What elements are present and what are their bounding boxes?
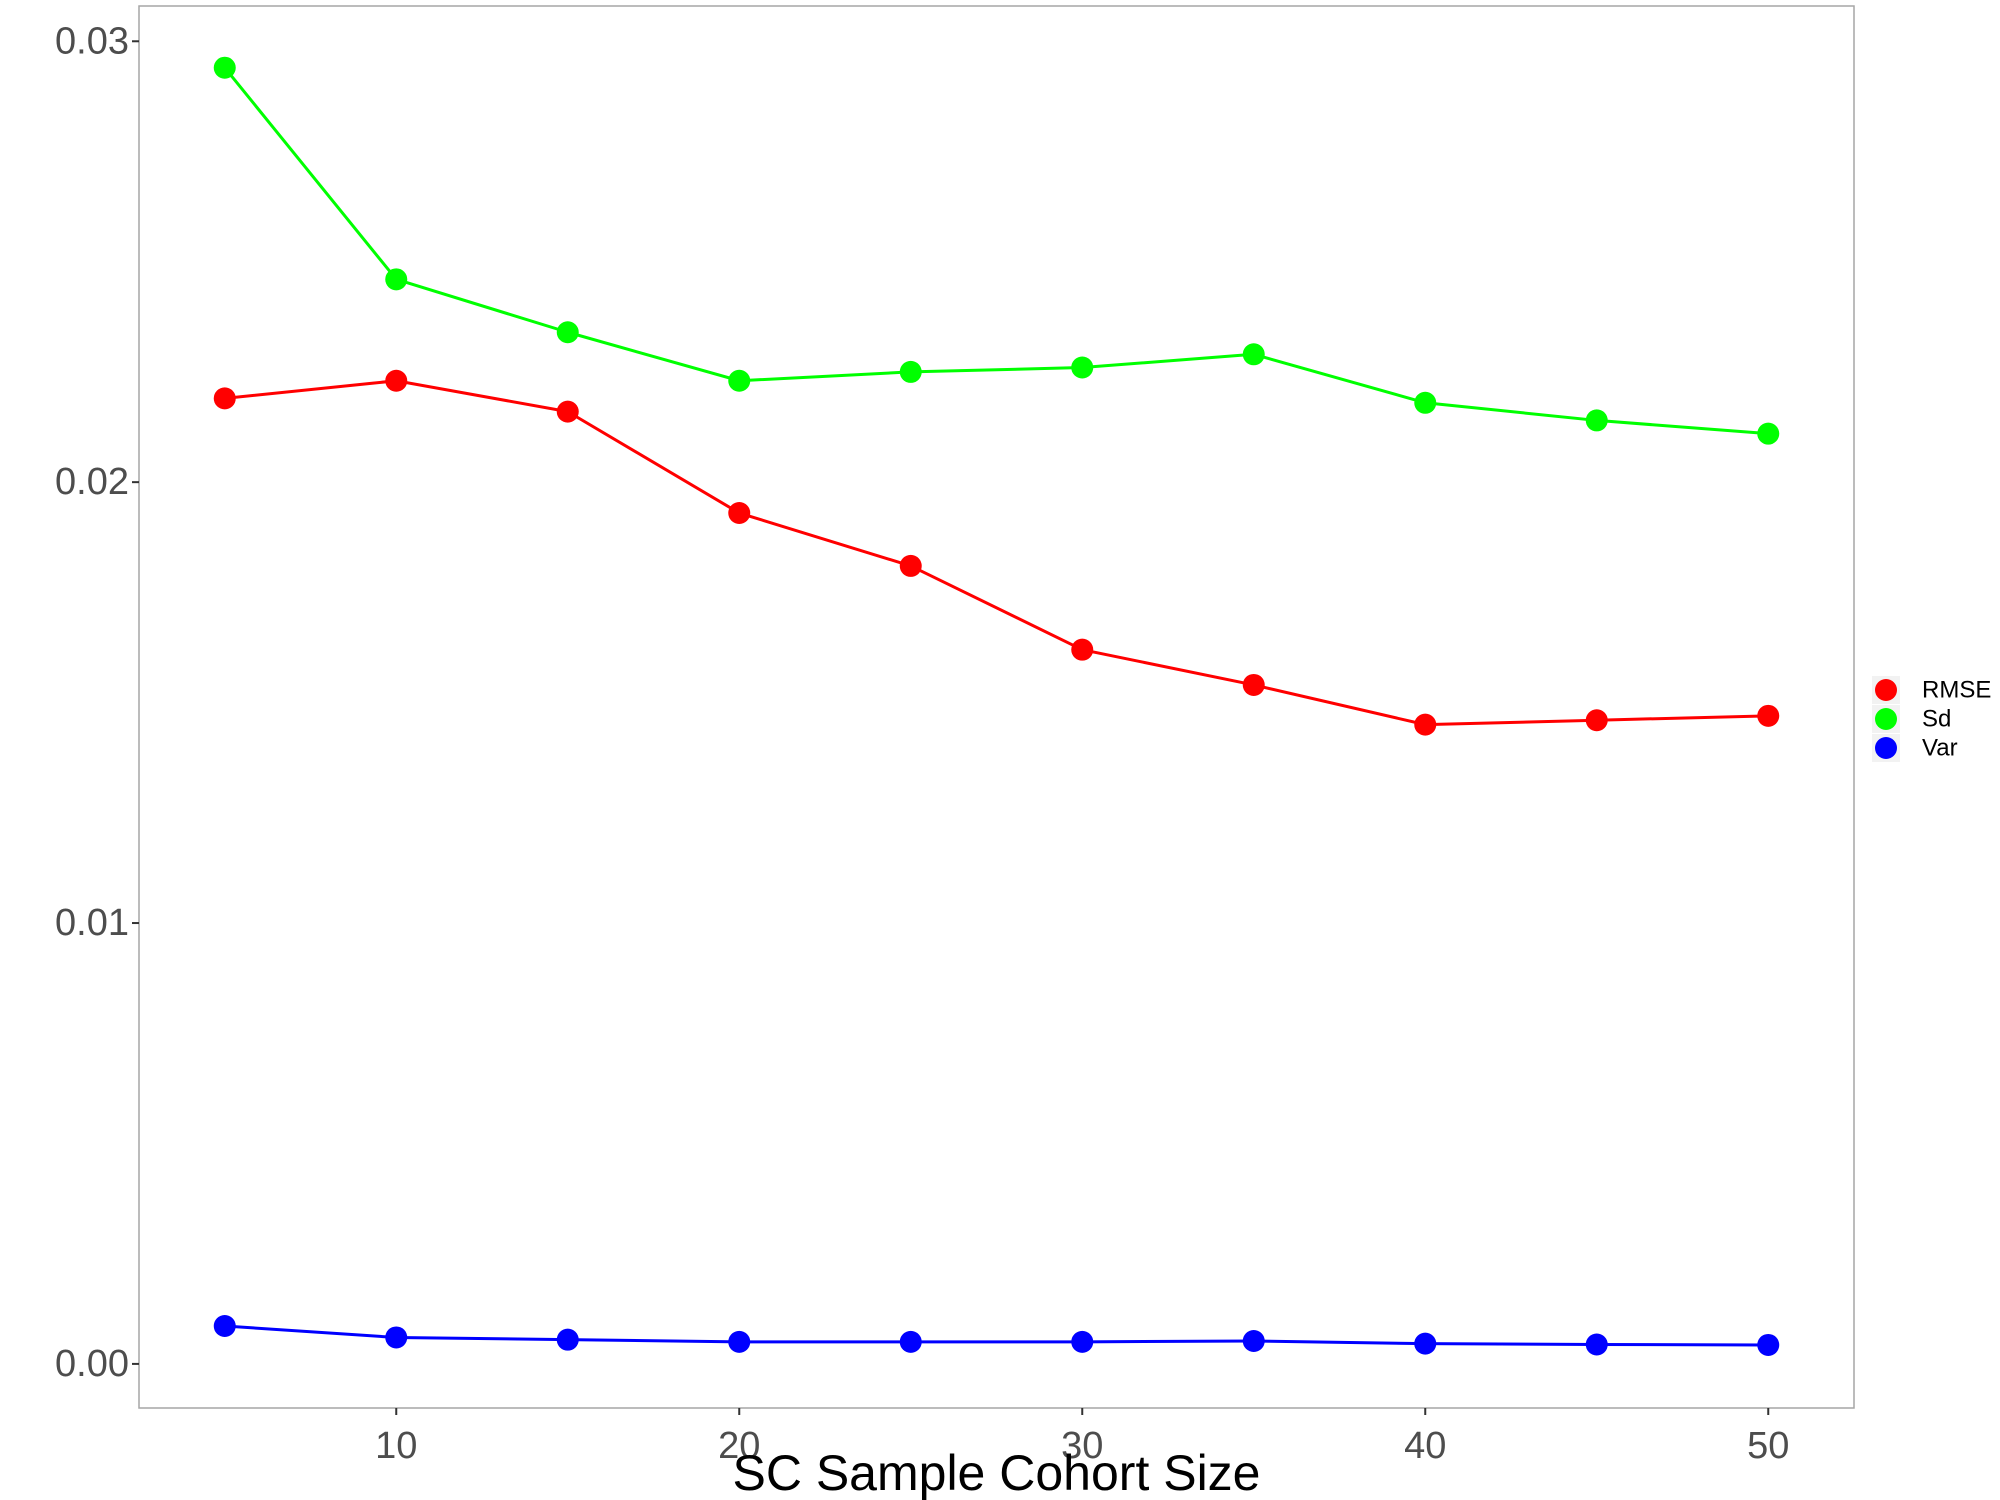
x-tick-label: 20 <box>718 1425 760 1467</box>
legend-key-var <box>1875 737 1897 759</box>
legend-key-rmse <box>1875 679 1897 701</box>
legend-label-rmse: RMSE <box>1922 677 1991 704</box>
data-point-var <box>1414 1332 1437 1355</box>
data-point-rmse <box>1242 673 1265 696</box>
legend-item-var: Var <box>1872 734 1958 762</box>
series-var <box>213 1314 1780 1356</box>
data-point-var <box>385 1326 408 1349</box>
data-point-rmse <box>385 369 408 392</box>
data-point-rmse <box>213 387 236 410</box>
data-point-var <box>556 1328 579 1351</box>
data-point-var <box>1242 1329 1265 1352</box>
data-point-sd <box>1757 422 1780 445</box>
legend-item-sd: Sd <box>1872 705 1951 733</box>
y-tick-label: 0.02 <box>55 461 129 503</box>
series-layer <box>213 56 1780 1356</box>
data-point-rmse <box>1414 713 1437 736</box>
x-axis-title: SC Sample Cohort Size <box>732 1445 1260 1500</box>
x-axis: 10 20 30 40 50 <box>375 1408 1789 1467</box>
legend-item-rmse: RMSE <box>1872 676 1991 704</box>
series-sd <box>213 56 1780 445</box>
series-line-var <box>224 1324 1769 1347</box>
series-rmse <box>213 369 1780 736</box>
data-point-var <box>1585 1333 1608 1356</box>
data-point-sd <box>213 56 236 79</box>
data-point-var <box>213 1314 236 1337</box>
data-point-sd <box>1414 391 1437 414</box>
data-point-rmse <box>899 554 922 577</box>
x-tick-label: 50 <box>1747 1425 1789 1467</box>
x-tick-label: 30 <box>1061 1425 1103 1467</box>
data-point-rmse <box>1757 704 1780 727</box>
legend-key-sd <box>1875 708 1897 730</box>
data-point-sd <box>556 321 579 344</box>
x-tick-label: 40 <box>1404 1425 1446 1467</box>
data-point-rmse <box>1071 638 1094 661</box>
series-line-sd <box>223 66 1769 436</box>
y-tick-label: 0.01 <box>55 902 129 944</box>
data-point-sd <box>728 369 751 392</box>
data-point-var <box>1757 1333 1780 1356</box>
y-tick-label: 0.03 <box>55 20 129 62</box>
x-tick-label: 10 <box>375 1425 417 1467</box>
data-point-rmse <box>728 502 751 525</box>
data-point-var <box>1071 1330 1094 1353</box>
legend-label-sd: Sd <box>1922 706 1951 733</box>
series-line-rmse <box>224 379 1769 727</box>
y-axis: 0.00 0.01 0.02 0.03 <box>55 20 139 1385</box>
legend-label-var: Var <box>1922 735 1958 762</box>
data-point-sd <box>385 268 408 291</box>
plot-panel-border <box>138 5 1855 1409</box>
data-point-sd <box>899 360 922 383</box>
data-point-var <box>899 1330 922 1353</box>
data-point-sd <box>1071 356 1094 379</box>
data-point-rmse <box>1585 709 1608 732</box>
data-point-rmse <box>556 400 579 423</box>
data-point-sd <box>1585 409 1608 432</box>
y-tick-label: 0.00 <box>55 1343 129 1385</box>
data-point-var <box>728 1330 751 1353</box>
data-point-sd <box>1242 343 1265 366</box>
